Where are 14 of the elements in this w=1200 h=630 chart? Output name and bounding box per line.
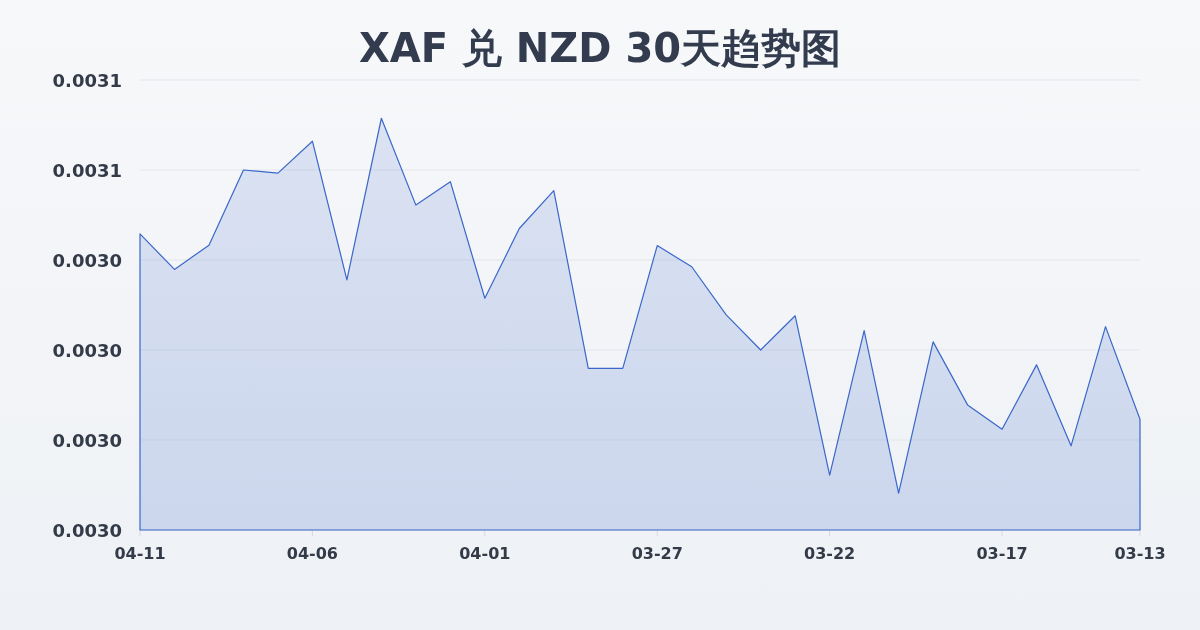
y-tick-label: 0.0030 xyxy=(52,339,122,361)
x-tick-label: 03-13 xyxy=(1114,544,1166,563)
x-tick-label: 04-11 xyxy=(114,544,166,563)
y-tick-label: 0.0030 xyxy=(52,519,122,541)
x-tick-label: 04-06 xyxy=(286,544,338,563)
y-tick-label: 0.0031 xyxy=(52,69,122,91)
y-tick-label: 0.0030 xyxy=(52,429,122,451)
chart-title: XAF 兑 NZD 30天趋势图 xyxy=(358,25,842,71)
x-tick-label: 03-27 xyxy=(631,544,683,563)
x-tick-label: 03-17 xyxy=(976,544,1028,563)
x-tick-label: 04-01 xyxy=(459,544,511,563)
y-tick-label: 0.0030 xyxy=(52,249,122,271)
y-tick-label: 0.0031 xyxy=(52,159,122,181)
x-tick-label: 03-22 xyxy=(804,544,856,563)
